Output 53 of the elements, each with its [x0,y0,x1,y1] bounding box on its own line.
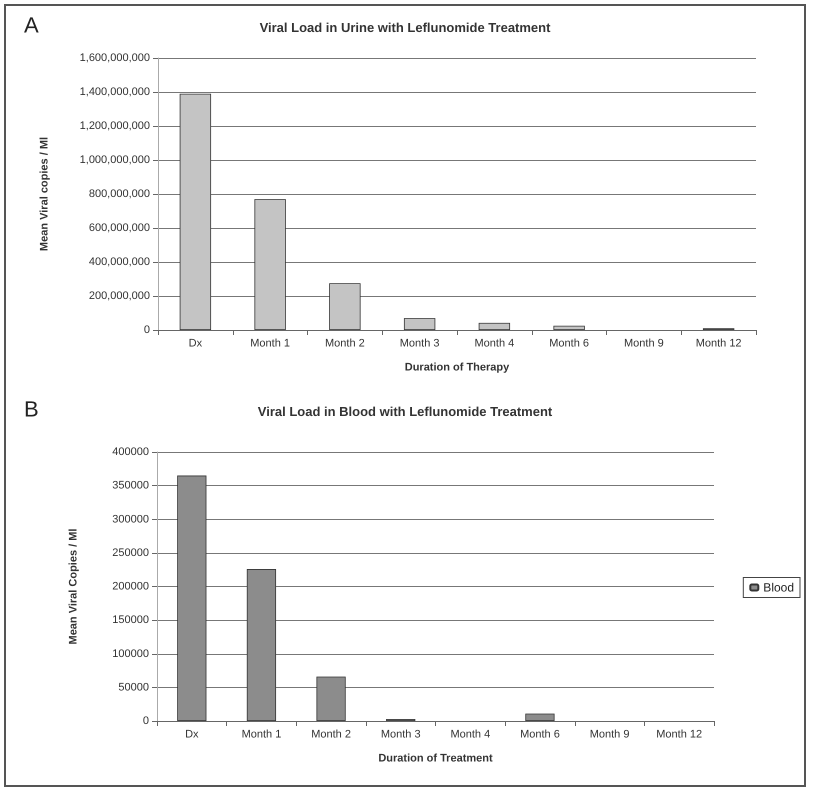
chart-title: Viral Load in Urine with Leflunomide Treatment [260,20,552,35]
y-tick-label: 350000 [112,480,149,492]
y-tick-label: 100000 [112,648,149,660]
y-tick-label: 800,000,000 [88,188,150,200]
y-tick-label: 400000 [112,446,149,458]
bar [246,569,276,721]
x-tick-label: Month 2 [311,728,351,740]
bar [254,199,286,330]
bar [478,322,510,330]
bar [404,318,436,330]
x-tick-label: Month 2 [325,338,365,350]
bar [177,476,206,721]
x-tick-label: Month 9 [590,728,630,740]
y-tick-label: 200000 [112,580,149,592]
x-tick-label: Month 1 [250,338,290,350]
bar [525,714,555,721]
bar [329,283,361,330]
chart-title: Viral Load in Blood with Leflunomide Treatment [258,404,553,419]
y-tick-label: 1,000,000,000 [80,154,150,166]
x-tick-label: Month 6 [520,728,560,740]
y-tick-label: 0 [142,715,149,727]
y-tick-label: 400,000,000 [88,256,150,268]
y-tick-label: 1,600,000,000 [80,52,150,64]
x-tick-label: Dx [188,338,203,350]
x-tick-label: Month 3 [380,728,421,740]
text: B [24,396,39,422]
x-tick-label: Dx [185,728,200,740]
x-tick-label: Month 12 [696,338,742,350]
y-tick-label: 150000 [112,614,149,626]
bar [553,326,585,330]
x-tick-label: Month 4 [450,728,490,740]
x-tick-label: Month 1 [242,728,282,740]
y-axis-title: Mean Viral copies / Ml [38,136,50,252]
y-tick-label: 200,000,000 [88,290,150,302]
y-tick-label: 0 [144,324,150,336]
bar [316,676,346,721]
y-tick-label: 1,200,000,000 [80,120,150,132]
x-tick-label: Month 6 [549,338,589,350]
x-axis-title: Duration of Treatment [378,752,493,764]
x-axis-title: Duration of Therapy [404,362,510,374]
y-tick-label: 600,000,000 [88,222,150,234]
y-tick-label: 1,400,000,000 [80,86,150,98]
legend-label: Blood [763,580,794,594]
text: A [24,12,39,38]
x-tick-label: Month 9 [624,338,664,350]
x-tick-label: Month 12 [656,728,702,740]
y-axis-title: Mean Viral Copies / Ml [68,528,80,644]
bar [180,94,212,330]
x-tick-label: Month 3 [400,338,440,350]
x-tick-label: Month 4 [474,338,514,350]
y-tick-label: 250000 [112,546,149,559]
y-tick-label: 50000 [118,681,149,694]
y-tick-label: 300000 [112,513,149,526]
